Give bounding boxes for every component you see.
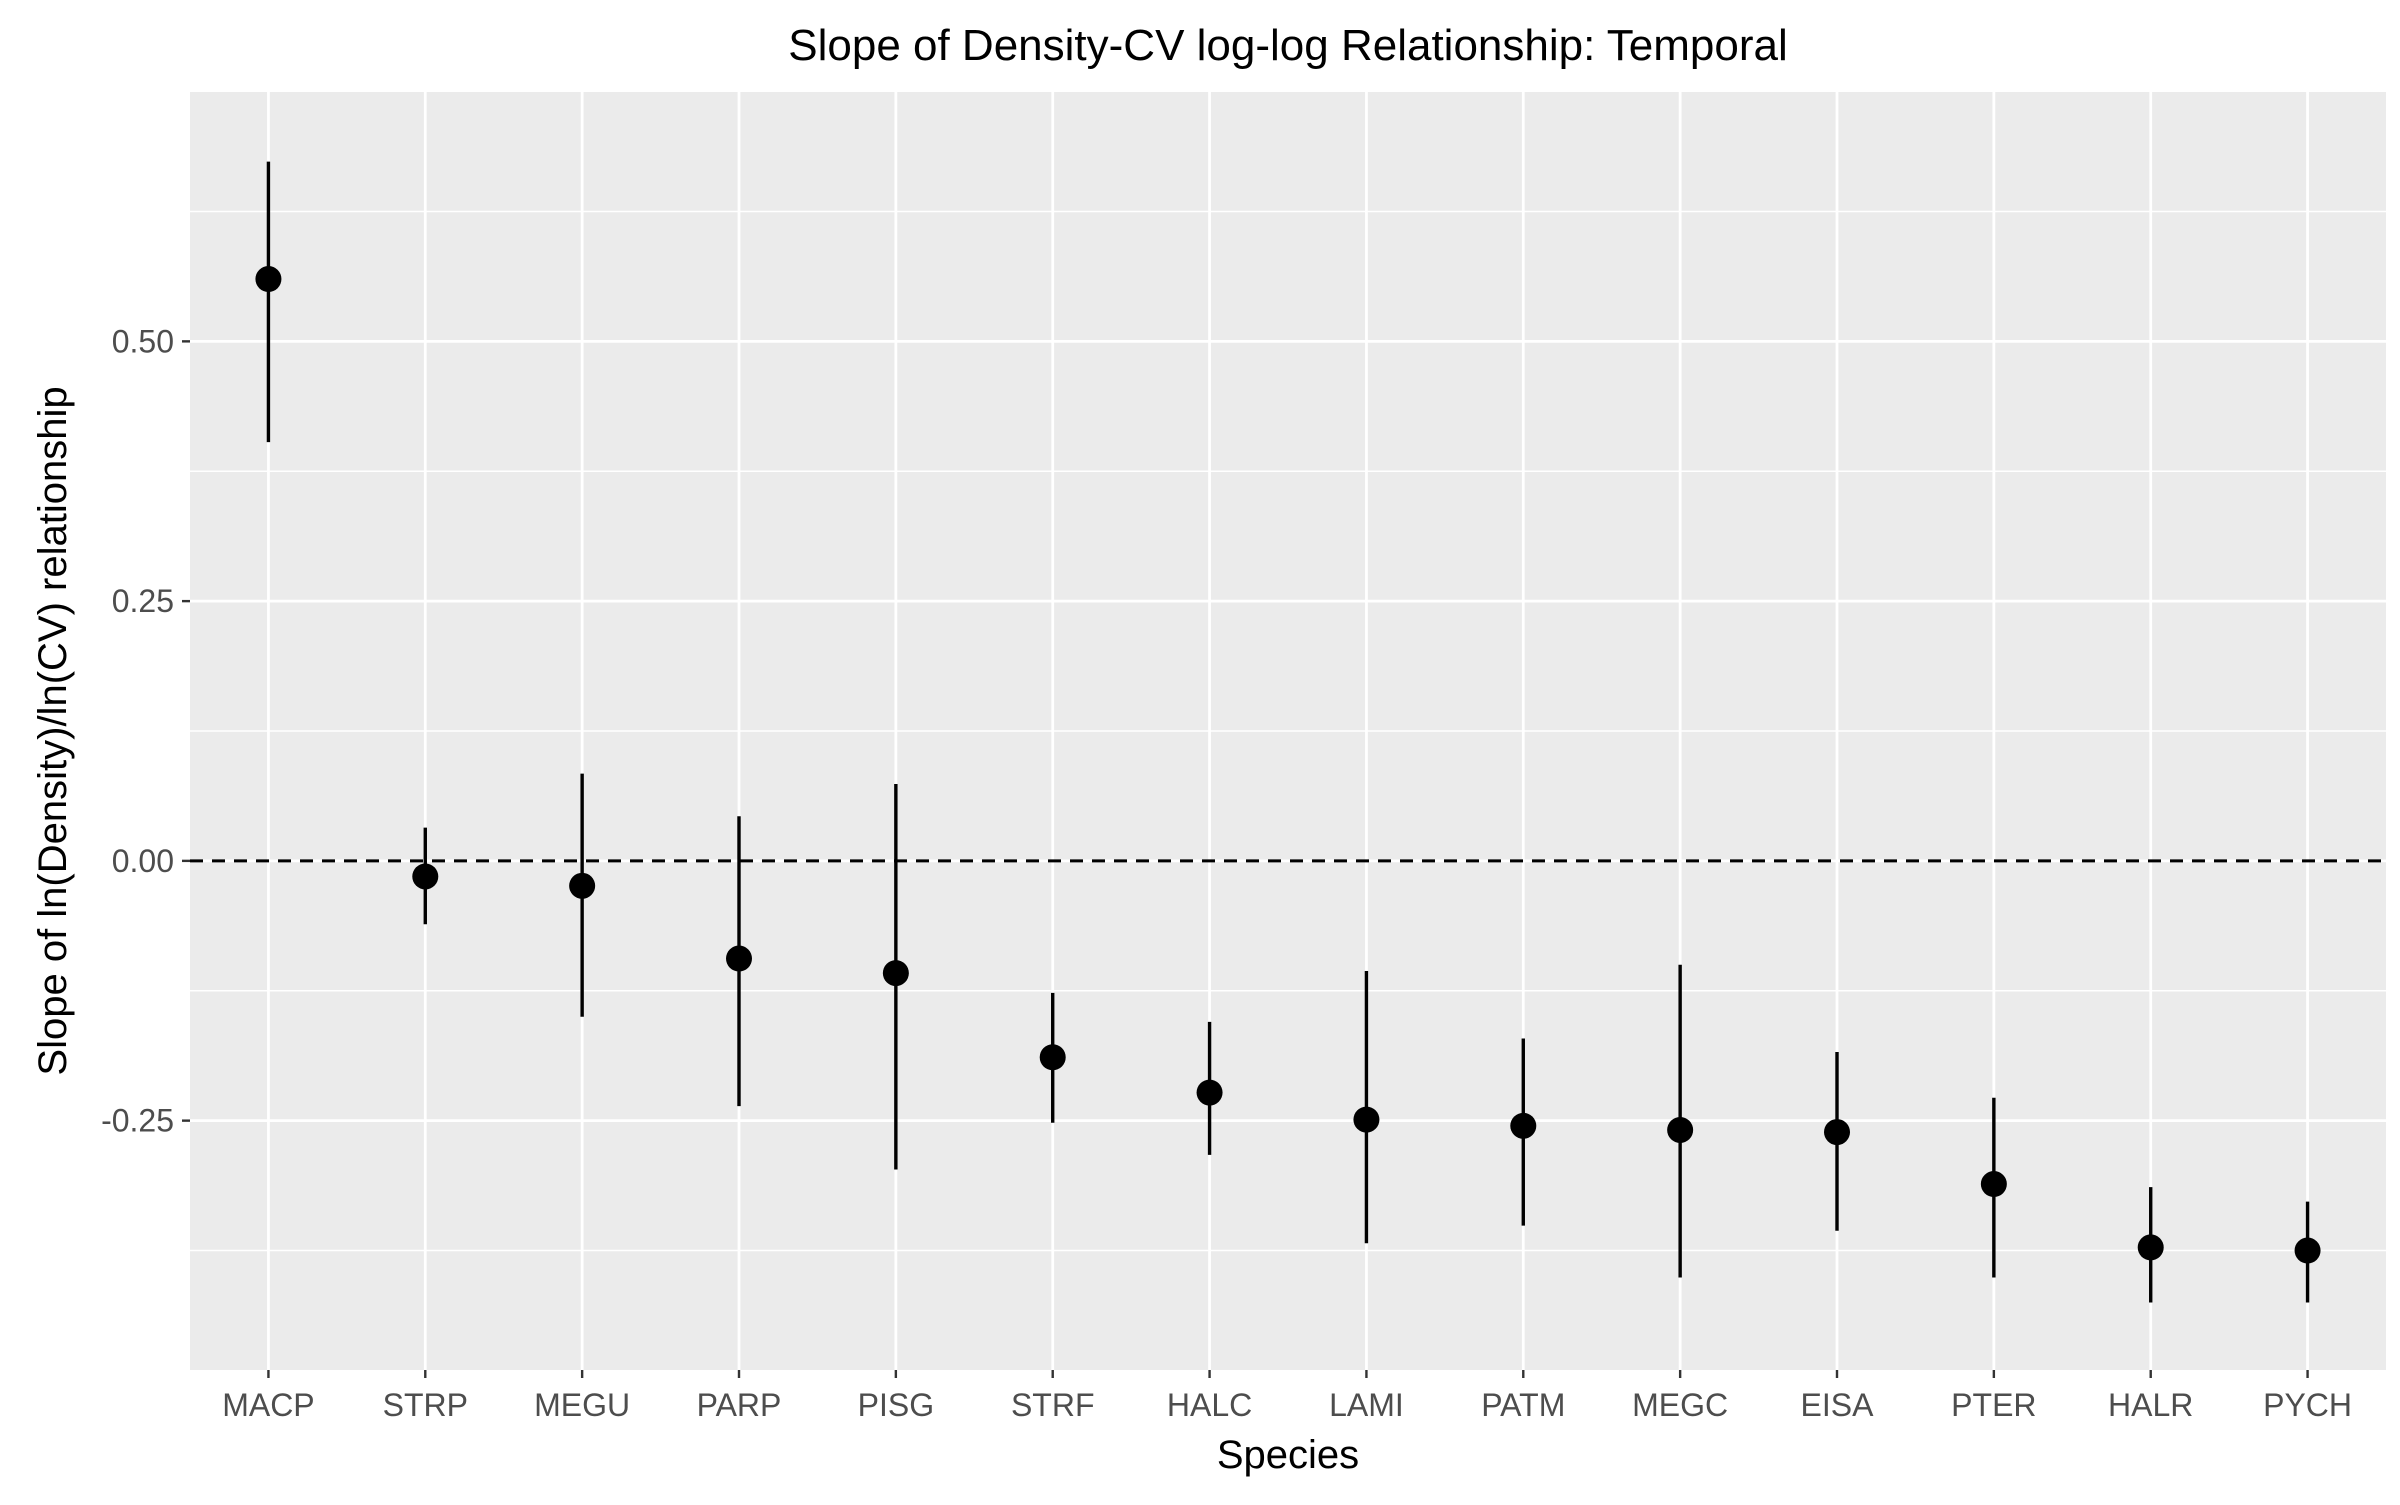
chart-title: Slope of Density-CV log-log Relationship… (788, 21, 1787, 70)
data-point (1039, 1044, 1066, 1071)
data-point (412, 863, 439, 890)
x-tick-label: STRF (1011, 1387, 1095, 1423)
x-axis-title: Species (1217, 1433, 1359, 1477)
data-point (1824, 1119, 1850, 1146)
x-tick-label: PYCH (2263, 1387, 2352, 1423)
y-axis-title: Slope of ln(Density)/ln(CV) relationship (31, 386, 75, 1075)
data-point (1980, 1171, 2007, 1198)
data-point (882, 960, 909, 987)
data-point (2137, 1234, 2164, 1261)
y-tick-label: 0.50 (112, 323, 174, 359)
data-point (2294, 1237, 2321, 1264)
data-point (1353, 1106, 1380, 1133)
x-tick-label: PTER (1951, 1387, 2036, 1423)
x-tick-label: HALR (2108, 1387, 2193, 1423)
x-tick-label: LAMI (1329, 1387, 1404, 1423)
x-tick-label: PARP (697, 1387, 782, 1423)
x-tick-label: STRP (383, 1387, 468, 1423)
y-tick-label: -0.25 (101, 1103, 174, 1139)
x-tick-label: PATM (1481, 1387, 1565, 1423)
x-tick-label: HALC (1167, 1387, 1252, 1423)
x-axis: MACP STRP MEGU PARP PISG STRF HALC LAMI PATM MEGC… (222, 1370, 2352, 1423)
x-tick-label: MEGU (534, 1387, 630, 1423)
data-point (1510, 1112, 1537, 1139)
x-tick-label: PISG (858, 1387, 934, 1423)
x-tick-label: EISA (1801, 1387, 1875, 1423)
x-tick-label: MACP (222, 1387, 314, 1423)
x-tick-label: MEGC (1632, 1387, 1728, 1423)
y-tick-label: 0.25 (112, 583, 174, 619)
data-point (1196, 1079, 1223, 1106)
data-marks (255, 161, 2321, 1303)
data-point (726, 945, 752, 972)
data-point (255, 266, 282, 293)
y-tick-label: 0.00 (112, 843, 174, 879)
data-point (569, 872, 596, 899)
y-axis: 0.50 0.25 0.00 -0.25 (101, 323, 190, 1139)
data-point (1667, 1116, 1694, 1143)
grid-minor (190, 210, 2386, 1252)
